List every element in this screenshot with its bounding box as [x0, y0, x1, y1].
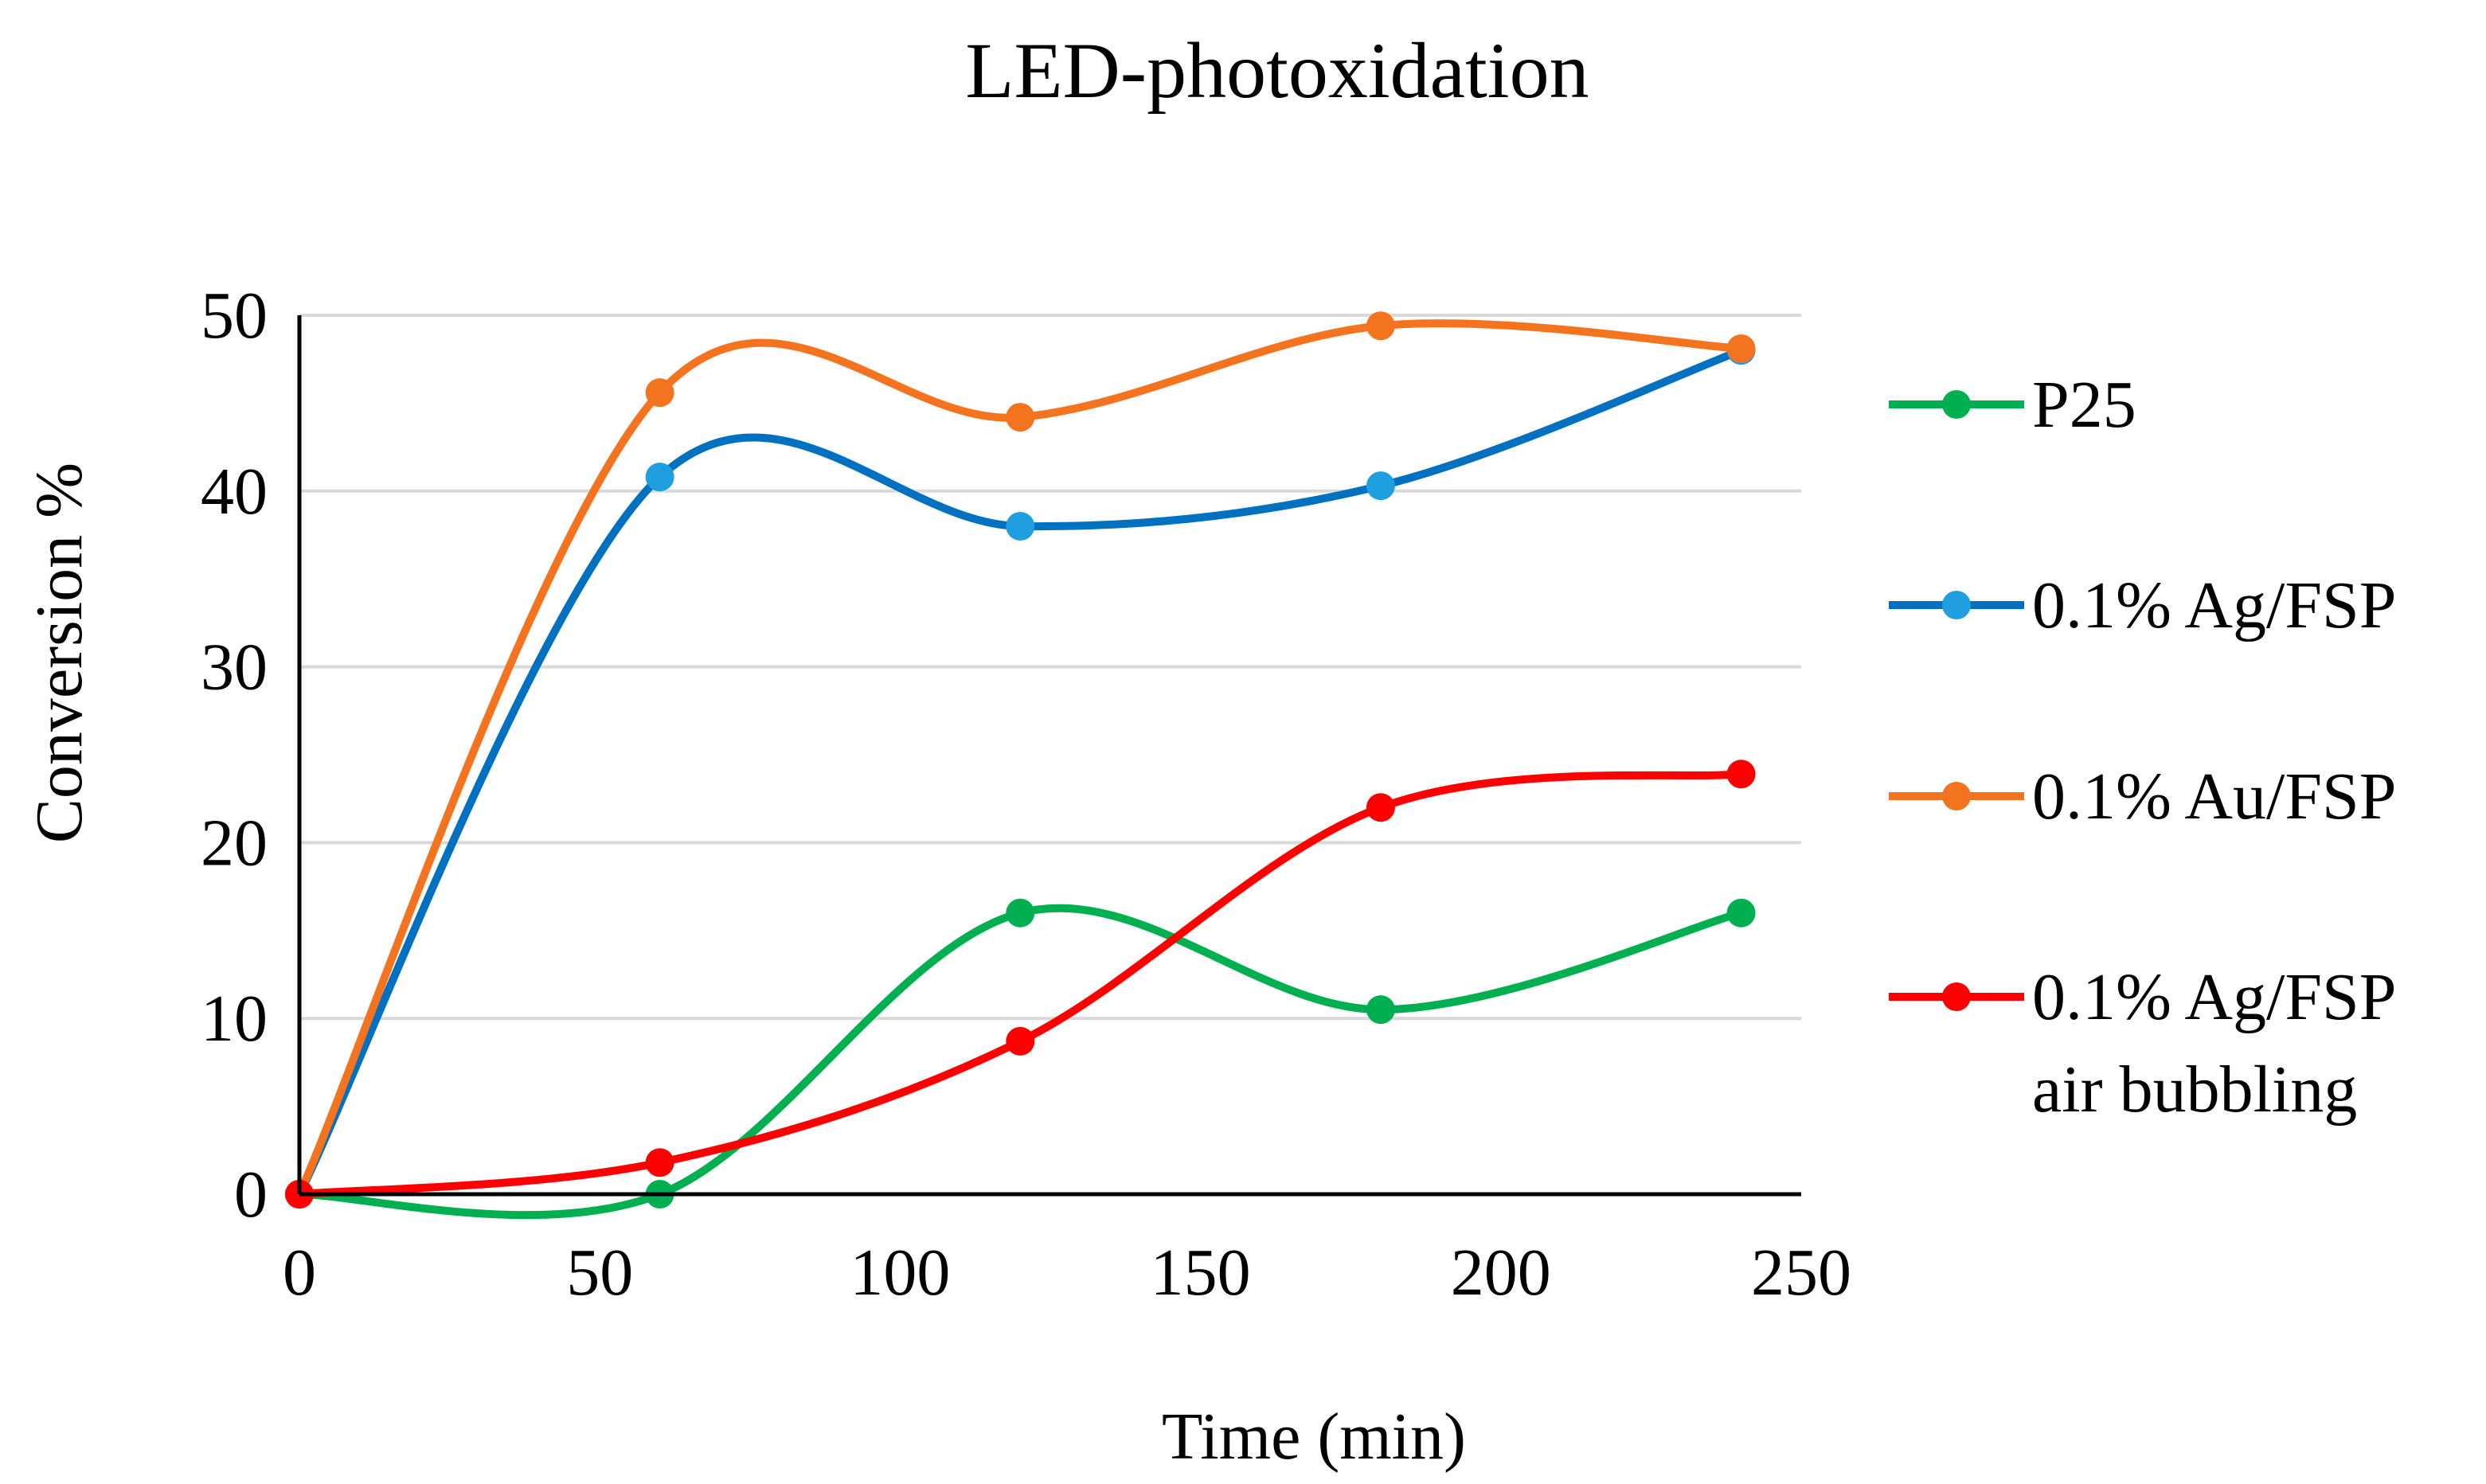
x-tick-label: 100: [850, 1236, 950, 1310]
data-point-0-1-ag-fsp-air-bubbling: [1366, 793, 1395, 822]
data-point-0-1-ag-fsp: [1366, 471, 1395, 501]
data-point-p25: [1366, 995, 1395, 1025]
legend-item-0-1-ag-fsp-air-bubbling: 0.1% Ag/FSP air bubbling: [1889, 960, 2397, 1127]
series-line-0-1-au-fsp: [295, 319, 1745, 1198]
series-lines: [295, 319, 1745, 1220]
data-point-p25: [1726, 898, 1756, 928]
x-tick-label: 0: [283, 1236, 316, 1310]
data-point-0-1-ag-fsp-air-bubbling: [645, 1148, 674, 1177]
legend-item-p25: P25: [1889, 368, 2136, 442]
y-tick-label: 10: [201, 982, 268, 1056]
data-point-0-1-ag-fsp-air-bubbling: [1006, 1026, 1035, 1056]
x-tick-label: 200: [1451, 1236, 1551, 1310]
legend-label: 0.1% Ag/FSP: [2032, 568, 2397, 642]
y-tick-label: 40: [201, 455, 268, 529]
data-point-0-1-au-fsp: [1006, 403, 1035, 432]
legend-item-0-1-ag-fsp: 0.1% Ag/FSP: [1889, 568, 2397, 642]
legend-item-0-1-au-fsp: 0.1% Au/FSP: [1889, 760, 2397, 834]
x-tick-label: 250: [1751, 1236, 1851, 1310]
y-tick-label: 30: [201, 631, 268, 705]
x-tick-labels: 0 50 100 150 200 250: [283, 1236, 1851, 1310]
data-point-0-1-au-fsp: [1726, 334, 1756, 363]
data-point-0-1-ag-fsp: [1006, 511, 1035, 541]
legend-marker: [1942, 982, 1971, 1011]
legend: P25 0.1% Ag/FSP 0.1% Au/FSP 0.1% Ag/FSP air …: [1889, 368, 2397, 1127]
series-line-p25: [295, 904, 1745, 1220]
legend-label: air bubbling: [2032, 1052, 2357, 1127]
legend-marker: [1942, 390, 1971, 419]
y-tick-label: 50: [201, 279, 268, 353]
legend-marker: [1942, 782, 1971, 810]
legend-label: 0.1% Au/FSP: [2032, 760, 2397, 834]
legend-label: P25: [2032, 368, 2136, 442]
x-tick-label: 50: [566, 1236, 633, 1310]
x-axis-title: Time (min): [1162, 1400, 1466, 1474]
data-point-0-1-au-fsp: [645, 378, 674, 408]
series-line-0-1-ag-fsp: [295, 346, 1745, 1198]
chart-title: LED-photoxidation: [965, 26, 1589, 115]
y-tick-labels: 0 10 20 30 40 50: [201, 279, 268, 1232]
legend-label: 0.1% Ag/FSP: [2032, 960, 2397, 1034]
y-tick-label: 20: [201, 806, 268, 880]
y-axis-title: Conversion %: [22, 463, 96, 843]
data-point-0-1-ag-fsp-air-bubbling: [1726, 760, 1756, 789]
data-point-p25: [1006, 898, 1035, 928]
legend-marker: [1942, 591, 1971, 619]
data-point-0-1-ag-fsp: [645, 463, 674, 492]
axes: [297, 315, 1801, 1197]
x-tick-label: 150: [1151, 1236, 1251, 1310]
series-markers: [285, 311, 1756, 1209]
data-point-0-1-au-fsp: [1366, 311, 1395, 341]
gridlines: [299, 314, 1801, 1021]
y-tick-label: 0: [234, 1158, 268, 1232]
